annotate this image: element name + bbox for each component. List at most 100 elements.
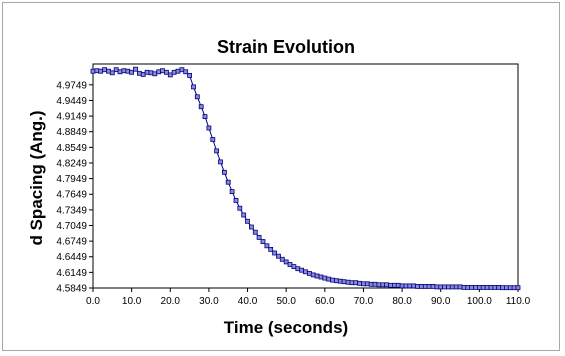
- y-tick-label-12: 4.9449: [56, 96, 87, 107]
- data-point: [102, 67, 107, 73]
- y-tick-label-2: 4.6449: [56, 252, 87, 263]
- data-point: [492, 284, 498, 290]
- y-tick-label-6: 4.7649: [56, 190, 87, 201]
- data-point: [245, 218, 250, 224]
- data-point: [125, 68, 131, 74]
- data-point: [106, 68, 111, 74]
- data-point: [256, 234, 262, 240]
- data-point: [218, 159, 223, 165]
- data-point: [136, 70, 142, 76]
- data-point: [364, 281, 370, 287]
- data-point: [129, 69, 134, 75]
- data-point: [167, 72, 173, 78]
- data-point: [291, 264, 297, 270]
- data-point: [372, 281, 378, 287]
- data-point: [465, 284, 471, 290]
- x-tick-label-6: 60.0: [315, 296, 335, 307]
- data-point: [442, 284, 448, 290]
- data-point: [473, 284, 478, 290]
- data-point: [113, 67, 119, 73]
- x-axis-label: Time (seconds): [224, 318, 348, 337]
- data-point: [469, 284, 475, 290]
- data-point: [90, 68, 96, 74]
- y-tick-label-1: 4.6149: [56, 268, 87, 279]
- chart: Strain Evolution 4.5849 4.6149 4.6449 4.674…: [27, 37, 531, 337]
- data-point: [183, 69, 189, 75]
- data-point: [148, 70, 154, 76]
- y-tick-label-13: 4.9749: [56, 80, 87, 91]
- data-point: [221, 169, 227, 175]
- y-tick-label-8: 4.8249: [56, 158, 87, 169]
- x-tick-label-11: 110.0: [506, 296, 531, 307]
- data-point: [306, 270, 312, 276]
- data-point: [163, 69, 169, 75]
- x-tick-label-7: 70.0: [354, 296, 374, 307]
- data-point: [314, 273, 320, 279]
- data-point: [279, 256, 285, 262]
- data-point: [252, 229, 258, 235]
- x-tick-label-10: 100.0: [467, 296, 492, 307]
- data-point: [171, 69, 177, 75]
- data-point: [399, 283, 405, 289]
- data-point: [121, 68, 127, 74]
- data-point: [303, 269, 308, 275]
- data-series: [90, 66, 521, 291]
- y-tick-label-4: 4.7049: [56, 221, 87, 232]
- data-point: [357, 280, 363, 286]
- data-point: [484, 284, 490, 290]
- data-point: [237, 205, 243, 211]
- data-point: [507, 285, 513, 291]
- data-point: [191, 84, 196, 90]
- data-point: [144, 69, 150, 75]
- data-point: [214, 148, 220, 154]
- data-point: [515, 285, 521, 291]
- y-tick-label-3: 4.6749: [56, 237, 87, 248]
- data-point: [434, 284, 440, 290]
- x-tick-label-1: 10.0: [122, 296, 142, 307]
- data-point: [202, 114, 208, 119]
- data-point: [500, 285, 505, 291]
- data-point: [179, 67, 185, 73]
- data-point: [457, 284, 463, 290]
- chart-title: Strain Evolution: [217, 37, 355, 57]
- data-point: [449, 284, 455, 290]
- data-point: [133, 66, 138, 72]
- data-point: [187, 73, 193, 78]
- data-point: [233, 197, 239, 203]
- x-tick-label-3: 30.0: [199, 296, 219, 307]
- x-tick-label-9: 90.0: [431, 296, 451, 307]
- data-point: [198, 104, 204, 110]
- data-point: [229, 189, 235, 195]
- data-point: [480, 284, 486, 290]
- data-point: [330, 277, 335, 283]
- data-point: [345, 279, 351, 285]
- data-point: [152, 71, 158, 77]
- data-point: [430, 283, 436, 289]
- data-point: [349, 280, 355, 286]
- chart-panel: Strain Evolution 4.5849 4.6149 4.6449 4.674…: [2, 2, 560, 351]
- data-point: [341, 279, 347, 285]
- data-point: [272, 250, 278, 256]
- data-point: [287, 262, 293, 267]
- data-point: [395, 282, 401, 288]
- data-point: [117, 69, 123, 75]
- data-point: [98, 68, 104, 74]
- data-point: [268, 246, 274, 252]
- data-point: [376, 282, 382, 288]
- x-tick-label-0: 0.0: [86, 296, 100, 307]
- x-tick-label-4: 40.0: [238, 296, 258, 307]
- data-point: [160, 68, 165, 74]
- data-point: [476, 284, 482, 290]
- data-point: [407, 283, 413, 289]
- data-point: [438, 284, 444, 290]
- data-point: [337, 278, 343, 284]
- data-point: [310, 272, 316, 278]
- y-tick-label-7: 4.7949: [56, 174, 87, 185]
- data-point: [225, 179, 231, 185]
- data-point: [380, 282, 386, 288]
- data-point: [206, 125, 212, 131]
- data-point: [322, 275, 328, 281]
- x-axis: 0.0 10.0 20.0 30.0 40.0 50.0 60.0 70.0 80.0 90.0 1…: [86, 288, 531, 307]
- y-tick-label-11: 4.9149: [56, 112, 87, 123]
- data-point: [384, 282, 390, 288]
